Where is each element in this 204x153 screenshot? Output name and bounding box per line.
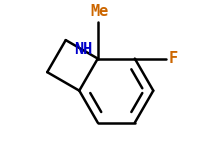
Text: Me: Me (90, 4, 108, 19)
Text: NH: NH (74, 42, 92, 57)
Text: F: F (168, 51, 177, 66)
